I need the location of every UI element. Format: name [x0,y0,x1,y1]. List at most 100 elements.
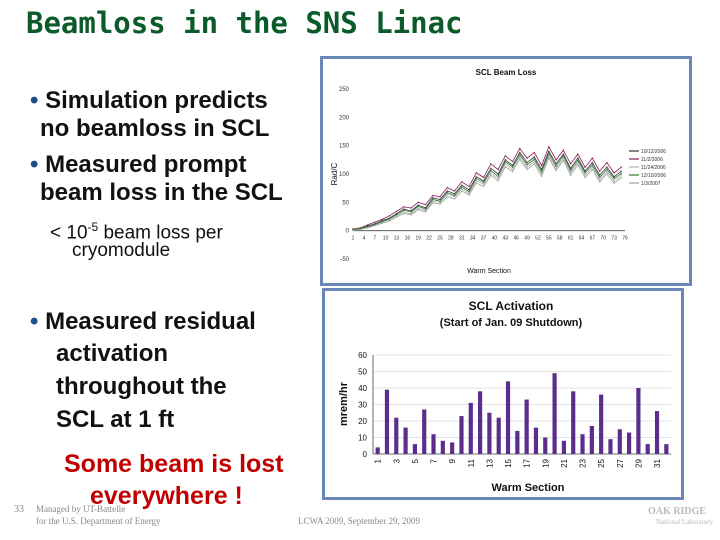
chart1-point [490,172,492,174]
chart1-point [374,221,376,223]
chart1-point [475,180,478,182]
chart1-xtick-label: 70 [600,236,606,242]
chart1-point [620,174,623,176]
chart1-point [446,190,448,192]
chart1-point [526,161,528,164]
slide-number: 33 [14,504,24,515]
chart1-point [526,168,528,171]
chart1-point [417,205,419,207]
chart1-legend-label: 11/24/2006 [641,165,666,171]
bullet-glyph: • [30,308,39,335]
chart1-point [606,166,608,168]
chart1-point [388,218,390,220]
chart1-point [548,150,550,153]
chart2-bar [384,389,390,454]
chart1-point [526,166,528,168]
chart1-point [352,229,354,232]
chart1-point [388,215,390,217]
chart1-point [569,169,572,172]
bullet3-line2: activation [56,340,169,367]
chart1-xlabel: Warm Section [467,268,511,275]
chart2-bar [412,444,418,454]
bullet-glyph: • [30,151,39,178]
chart1-point [432,200,434,202]
chart1-point [577,159,579,162]
chart1-point [461,190,463,192]
chart1-point [453,193,456,195]
chart2-bar [431,434,436,454]
chart1-point [598,178,601,181]
bullet3-line1: Measured residual [45,308,256,335]
slide-title: Beamloss in the SNS Linac [26,6,463,40]
chart1-point [519,151,521,154]
chart1-point [417,201,419,204]
chart1-series-line [352,150,622,230]
sub-suffix: beam loss per [98,222,223,244]
chart1-point [482,176,485,179]
chart1-point [410,214,412,216]
chart1-xtick-label: 16 [405,236,411,242]
chart1-point [482,183,485,185]
chart1-point [577,161,579,164]
chart1-point [584,176,586,179]
chart1-point [606,171,608,173]
chart2-ytick-label: 10 [358,434,367,443]
chart1-point [533,156,536,158]
chart1-point [598,174,601,176]
chart1-point [613,182,615,184]
chart1-point [453,195,456,198]
chart1-point [504,165,507,168]
chart1-point [410,211,412,213]
chart1-point [490,163,492,165]
chart1-point [606,161,608,164]
chart1-ylabel: Rad/C [330,162,339,185]
chart1-xtick-label: 67 [590,236,596,242]
chart1-ytick-label: 0 [346,229,350,235]
chart2-subtitle: (Start of Jan. 09 Shutdown) [440,317,583,329]
chart1-point [613,176,615,178]
chart1-point [424,203,427,206]
activation-chart-panel: SCL Activation (Start of Jan. 09 Shutdown… [322,288,684,500]
chart2-xtick-label: 1 [374,458,383,463]
chart2-bar [496,417,501,454]
chart2-bar [524,399,529,454]
chart1-point [497,180,499,182]
chart1-point [359,227,361,230]
chart1-point [395,212,398,215]
chart1-point [439,201,441,204]
chart1-point [453,194,456,197]
chart1-point [504,159,507,161]
chart2-xtick-label: 11 [467,458,476,467]
chart2-bar [477,391,483,454]
chart1-point [468,185,470,188]
chart1-point [403,211,405,213]
chart1-point [519,154,521,156]
chart1-point [591,157,594,159]
chart1-point [598,176,601,179]
chart1-point [569,167,572,170]
beam-loss-chart-panel: SCL Beam Loss Rad/C Warm Section 250 200 150 1… [320,56,692,286]
chart1-point [511,166,514,168]
chart1-point [555,159,557,161]
chart1-point [403,208,405,210]
chart1-point [482,185,485,188]
chart1-point [555,167,557,170]
chart1-point [591,161,594,164]
chart1-point [562,155,565,157]
sub-line2: cryomodule [72,240,171,261]
chart1-point [410,212,412,215]
chart1-point [424,211,427,213]
chart1-xtick-label: 61 [568,236,574,242]
chart1-point [569,174,572,176]
footer-managed-line2: for the U.S. Department of Energy [36,516,161,526]
chart1-xtick-label: 46 [513,236,519,242]
chart2-bar [552,373,557,454]
chart1-point [439,195,441,198]
chart1-xtick-label: 64 [579,236,585,242]
activation-bar-chart: SCL Activation (Start of Jan. 09 Shutdown… [338,299,671,494]
chart1-point [519,158,521,160]
chart2-ytick-label: 0 [363,450,368,459]
chart2-title: SCL Activation [469,299,554,313]
chart1-point [555,169,557,172]
chart1-point [439,198,441,201]
